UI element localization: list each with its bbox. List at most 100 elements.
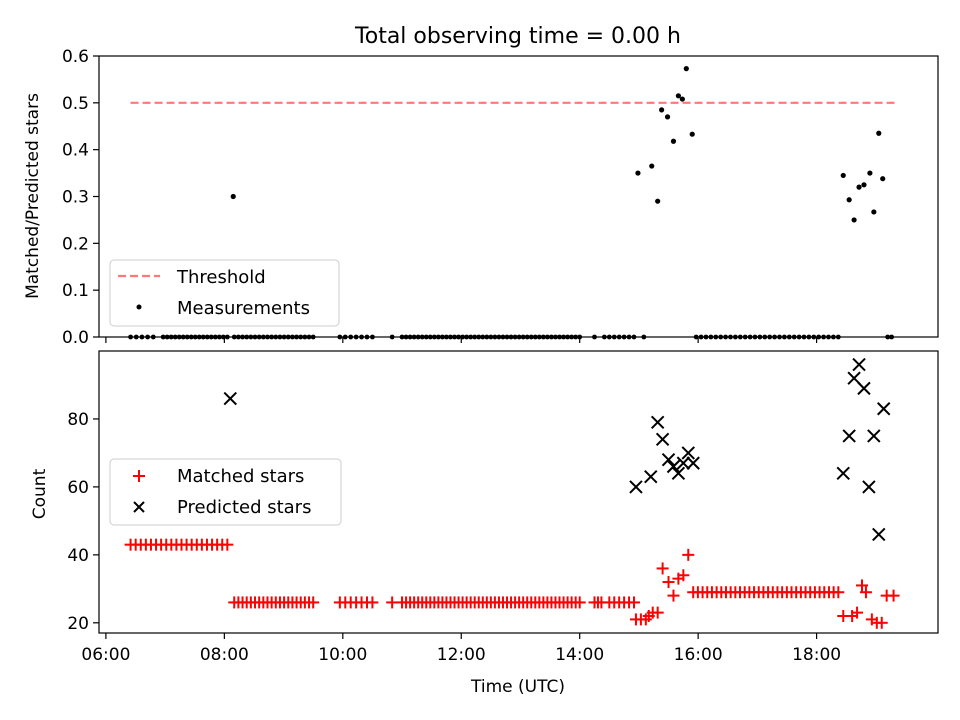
matched-star-point xyxy=(573,596,586,609)
bottom-x-tick-label: 12:00 xyxy=(437,645,486,665)
bottom-x-tick-label: 08:00 xyxy=(200,645,249,665)
measurement-point xyxy=(675,93,682,99)
bottom-y-tick-label: 80 xyxy=(67,410,89,430)
measurement-point xyxy=(664,114,671,120)
bottom-plot-frame xyxy=(98,350,939,634)
predicted-star-point xyxy=(842,429,856,443)
predicted-legend-label: Predicted stars xyxy=(177,497,311,518)
top-y-tick-label: 0.3 xyxy=(62,188,89,208)
measurement-point xyxy=(840,172,846,179)
matched-star-point xyxy=(887,589,900,602)
measurement-point xyxy=(635,170,641,176)
top-y-tick-label: 0.4 xyxy=(62,141,89,161)
measurement-point xyxy=(683,66,689,72)
matched-star-point xyxy=(851,606,864,619)
predicted-star-point xyxy=(867,429,881,443)
top-legend: Threshold Measurements xyxy=(109,259,340,327)
predicted-star-point xyxy=(676,456,691,470)
measurement-point xyxy=(649,163,655,169)
matched-star-point xyxy=(307,596,320,609)
measurement-point xyxy=(876,130,882,136)
bottom-panel: Count Time (UTC) 20 40 60 80 06:00 08:00 10:0… xyxy=(30,350,939,697)
predicted-star-point xyxy=(666,459,681,474)
bottom-x-tick-label: 16:00 xyxy=(674,645,723,665)
measurement-point xyxy=(861,182,867,188)
matched-stars-series xyxy=(124,538,900,629)
matched-star-point xyxy=(627,596,640,609)
top-y-tick-label: 0.6 xyxy=(62,47,89,67)
predicted-star-point xyxy=(862,480,876,494)
predicted-star-point xyxy=(836,466,850,481)
measurement-point xyxy=(659,107,665,113)
top-plot-frame xyxy=(98,55,939,338)
predicted-star-point xyxy=(223,391,237,406)
matched-star-point xyxy=(651,606,664,619)
threshold-legend-label: Threshold xyxy=(176,267,266,288)
measurement-point xyxy=(679,96,685,102)
bottom-x-ticks: 06:00 08:00 10:00 12:00 14:00 16:00 18:00 xyxy=(81,633,841,665)
matched-star-point xyxy=(859,586,872,599)
top-y-tick-label: 0.5 xyxy=(62,94,89,114)
top-y-tick-label: 0.2 xyxy=(62,234,89,254)
predicted-star-point xyxy=(852,357,866,372)
bottom-y-axis-label: Count xyxy=(30,468,50,519)
measurements-legend-label: Measurements xyxy=(177,298,310,319)
top-y-axis-label: Matched/Predicted stars xyxy=(23,93,43,299)
measurement-point xyxy=(846,197,852,203)
bottom-x-tick-label: 10:00 xyxy=(318,645,367,665)
measurement-point xyxy=(851,217,857,223)
chart-title: Total observing time = 0.00 h xyxy=(354,24,681,49)
top-legend-box xyxy=(109,259,340,327)
predicted-star-point xyxy=(686,456,700,470)
predicted-star-point xyxy=(847,371,861,385)
top-y-ticks: 0.0 0.1 0.2 0.3 0.4 0.5 0.6 xyxy=(62,47,99,348)
matched-star-point xyxy=(677,569,690,582)
bottom-y-tick-label: 60 xyxy=(67,478,89,498)
measurements-legend-swatch xyxy=(136,304,142,310)
predicted-legend-swatch xyxy=(133,501,145,513)
predicted-star-point xyxy=(681,446,695,460)
bottom-y-ticks: 20 40 60 80 xyxy=(67,410,99,634)
predicted-star-point xyxy=(661,453,676,467)
measurement-point xyxy=(230,193,236,200)
x-axis-label: Time (UTC) xyxy=(470,677,565,697)
measurement-point xyxy=(871,209,877,215)
predicted-star-point xyxy=(877,402,891,416)
matched-legend-label: Matched stars xyxy=(177,466,304,487)
bottom-x-tick-label: 14:00 xyxy=(555,645,604,665)
measurement-point xyxy=(880,176,886,182)
predicted-star-point xyxy=(872,527,886,542)
measurement-point xyxy=(867,170,873,176)
predicted-star-point xyxy=(671,466,686,481)
predicted-star-point xyxy=(650,415,665,430)
top-y-tick-label: 0.0 xyxy=(62,328,89,348)
matched-star-point xyxy=(656,562,669,575)
matched-star-point xyxy=(875,616,888,629)
measurement-point xyxy=(670,138,677,144)
measurement-point xyxy=(655,198,661,204)
matched-star-point xyxy=(662,576,675,589)
top-panel: Total observing time = 0.00 h Matched/Pr… xyxy=(23,24,939,348)
top-y-tick-label: 0.1 xyxy=(62,281,89,301)
matched-star-point xyxy=(667,589,680,602)
bottom-y-tick-label: 20 xyxy=(67,614,89,634)
measurement-point xyxy=(689,131,695,137)
measurement-point xyxy=(856,184,862,190)
predicted-star-point xyxy=(655,432,670,447)
matched-legend-swatch xyxy=(133,470,145,482)
matched-star-point xyxy=(682,548,695,561)
matched-star-point xyxy=(832,586,845,599)
predicted-star-point xyxy=(857,381,871,396)
matched-star-point xyxy=(366,596,379,609)
bottom-legend: Matched stars Predicted stars xyxy=(109,458,342,526)
bottom-x-tick-label: 18:00 xyxy=(792,645,841,665)
matched-star-point xyxy=(221,538,234,551)
predicted-star-point xyxy=(644,470,658,484)
bottom-x-tick-label: 06:00 xyxy=(81,645,130,665)
matched-star-point xyxy=(855,579,868,592)
predicted-stars-series xyxy=(223,357,891,542)
bottom-y-tick-label: 40 xyxy=(67,546,89,566)
bottom-legend-box xyxy=(109,458,342,526)
